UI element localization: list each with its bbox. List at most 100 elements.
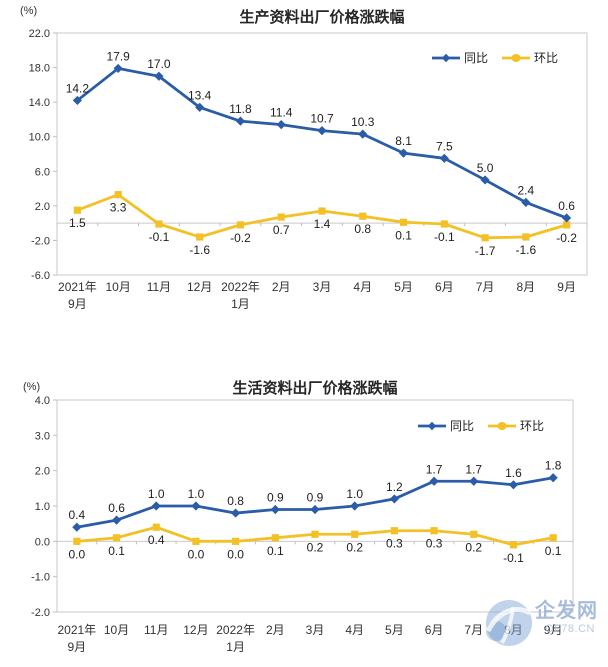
data-label: 0.7	[273, 223, 290, 237]
data-point-marker	[481, 234, 489, 242]
x-tick-label: 6月	[435, 280, 454, 294]
data-point-marker	[359, 212, 367, 220]
x-tick-label: 7月	[476, 280, 495, 294]
legend-label: 同比	[464, 51, 488, 65]
data-point-marker	[192, 537, 200, 545]
data-label: 10.7	[310, 112, 334, 126]
y-axis-unit-label: (%)	[23, 381, 40, 393]
data-label: 3.3	[110, 201, 127, 215]
x-tick-label: 2022年	[216, 623, 255, 637]
data-point-marker	[72, 95, 82, 106]
consumer-goods-price-chart: 生活资料出厂价格涨跌幅 (%) 4.0 3.0 2.0 1.0 0.0 -1.0 -2.0 202…	[0, 360, 608, 667]
data-point-marker	[271, 534, 279, 542]
data-point-marker	[311, 530, 319, 538]
data-label: 0.8	[227, 494, 244, 508]
data-label: 1.5	[69, 216, 86, 230]
data-point-marker	[195, 102, 205, 112]
y-tick-label: 3.0	[35, 430, 50, 442]
data-label: 17.9	[106, 49, 130, 63]
y-tick-label: 18.0	[29, 63, 50, 75]
data-label: 0.2	[307, 540, 324, 554]
x-tick-label: 1月	[226, 640, 245, 654]
producer-goods-price-chart-svg: 生产资料出厂价格涨跌幅 (%) 22.0 18.0 14.0 10.0 6.0 2.0 -2.0…	[20, 5, 588, 311]
data-point-marker	[398, 148, 409, 158]
legend-marker-icon	[497, 422, 507, 430]
data-label: 0.0	[69, 547, 86, 561]
data-label: 17.0	[147, 57, 171, 71]
data-point-marker	[429, 476, 439, 486]
data-point-marker	[399, 218, 408, 226]
data-label: 0.4	[69, 508, 86, 522]
legend-marker-icon	[441, 53, 451, 63]
data-label: 8.1	[395, 134, 412, 148]
data-label: 1.4	[314, 217, 331, 231]
data-point-marker	[277, 213, 285, 221]
data-point-marker	[469, 476, 479, 486]
data-label: 11.8	[229, 102, 252, 116]
y-tick-label: -2.0	[31, 235, 50, 247]
data-label: 5.0	[477, 161, 494, 175]
data-label: 0.6	[108, 501, 125, 515]
chart-title: 生活资料出厂价格涨跌幅	[232, 379, 397, 397]
x-tick-label: 11月	[147, 280, 171, 294]
data-label: 0.9	[307, 491, 324, 505]
y-tick-label: 4.0	[35, 395, 50, 407]
data-point-marker	[351, 530, 359, 538]
data-label: 2.4	[518, 183, 535, 197]
producer-goods-price-chart: 生产资料出厂价格涨跌幅 (%) 22.0 18.0 14.0 10.0 6.0 2.0 -2.0…	[20, 5, 588, 311]
data-point-marker	[548, 473, 558, 483]
data-label: 0.6	[558, 199, 575, 213]
data-label: 0.9	[267, 491, 284, 505]
chart-title: 生产资料出厂价格涨跌幅	[239, 8, 404, 26]
data-point-marker	[196, 233, 204, 241]
x-tick-label: 11月	[144, 623, 168, 637]
data-label: 10.3	[351, 115, 375, 129]
data-label: 1.7	[465, 462, 482, 476]
data-point-marker	[73, 206, 81, 214]
data-label: -0.2	[556, 231, 577, 245]
data-point-marker	[430, 527, 438, 535]
data-label: 0.3	[386, 537, 403, 551]
y-tick-label: 0.0	[35, 536, 50, 548]
y-tick-label: -6.0	[31, 270, 50, 282]
data-label: 14.2	[66, 81, 90, 95]
data-label: 1.8	[545, 459, 562, 473]
x-tick-label: 2021年	[58, 280, 97, 294]
data-point-marker	[270, 504, 280, 515]
data-label: 0.1	[395, 228, 412, 242]
data-point-marker	[390, 527, 398, 535]
data-label: -1.7	[475, 244, 496, 258]
x-tick-label: 12月	[183, 623, 208, 637]
data-label: 0.1	[267, 544, 284, 558]
data-point-marker	[235, 116, 246, 126]
data-point-marker	[236, 221, 245, 229]
data-label: -0.2	[230, 231, 251, 245]
data-point-marker	[350, 501, 360, 511]
x-tick-label: 3月	[306, 623, 325, 637]
data-point-marker	[509, 541, 518, 549]
data-point-marker	[112, 534, 121, 542]
data-label: -1.6	[516, 243, 537, 257]
x-tick-label: 2月	[266, 623, 285, 637]
data-point-marker	[114, 191, 122, 199]
data-label: 1.7	[426, 462, 443, 476]
data-point-marker	[470, 530, 478, 538]
x-tick-label: 10月	[104, 623, 129, 637]
x-tick-label: 2022年	[221, 280, 260, 294]
data-point-marker	[113, 63, 123, 74]
x-tick-label: 4月	[353, 280, 372, 294]
data-point-marker	[508, 480, 519, 490]
data-point-marker	[317, 126, 327, 136]
legend-label: 环比	[520, 419, 544, 433]
x-tick-label: 12月	[187, 280, 212, 294]
x-tick-label: 8月	[504, 623, 523, 637]
data-label: 0.2	[465, 540, 482, 554]
data-point-marker	[439, 153, 449, 163]
data-point-marker	[111, 515, 122, 525]
y-tick-label: -1.0	[31, 572, 50, 584]
data-point-marker	[151, 501, 161, 511]
data-point-marker	[549, 534, 557, 542]
data-point-marker	[562, 213, 572, 223]
x-tick-label: 5月	[385, 623, 404, 637]
data-label: 0.8	[354, 222, 371, 236]
